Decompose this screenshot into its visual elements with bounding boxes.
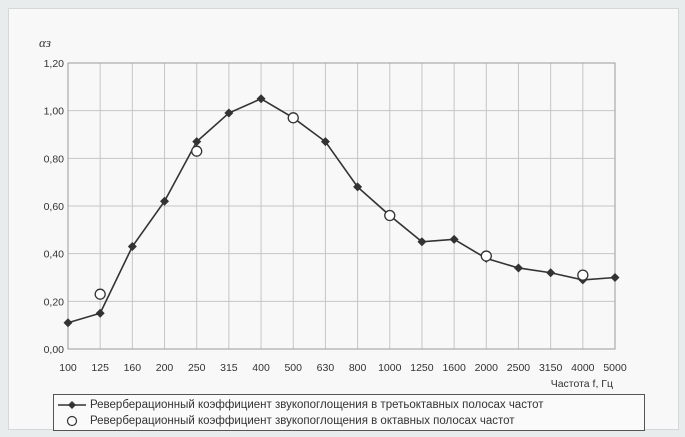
legend: Реверберационный коэффициент звукопоглощ… (53, 394, 645, 431)
point-octave (94, 288, 106, 300)
y-tick-label: 1,20 (44, 58, 65, 70)
x-tick-label: 400 (252, 362, 270, 374)
point-third-octave (63, 318, 73, 328)
point-third-octave (192, 137, 202, 147)
point-octave (287, 112, 299, 124)
series-layer (63, 94, 620, 328)
point-octave (191, 145, 203, 157)
point-octave (384, 209, 396, 222)
x-tick-label: 200 (156, 362, 174, 374)
legend-label-third-octave: Реверберационный коэффициент звукопоглощ… (90, 399, 544, 411)
x-tick-label: 250 (188, 362, 206, 374)
y-tick-labels: 0,00 0,20 0,40 0,60 0,80 1,00 1,20 (44, 58, 65, 356)
series-line-third-octave (67, 97, 616, 324)
y-tick-label: 0,40 (44, 249, 65, 261)
y-axis-title: αз (39, 35, 51, 50)
point-third-octave (610, 273, 620, 282)
point-third-octave (449, 234, 459, 244)
legend-key-diamond-line (58, 397, 86, 413)
point-third-octave (95, 308, 105, 318)
point-third-octave (546, 268, 556, 278)
grid (67, 62, 616, 350)
legend-item-third-octave: Реверберационный коэффициент звукопоглощ… (54, 397, 544, 413)
x-tick-label: 4000 (571, 362, 595, 374)
point-octave (480, 250, 492, 262)
x-tick-label: 1600 (442, 362, 466, 374)
legend-item-octave: Реверберационный коэффициент звукопоглощ… (54, 413, 515, 429)
y-tick-label: 0,80 (44, 153, 65, 165)
legend-key-circle (58, 413, 86, 429)
x-tick-label: 315 (220, 362, 238, 374)
chart-frame: 0,00 0,20 0,40 0,60 0,80 1,00 1,20 100 125 160 20… (8, 8, 679, 431)
x-tick-labels: 100 125 160 200 250 315 400 500 630 800 1000 1250 16… (59, 362, 627, 374)
point-third-octave (353, 182, 363, 192)
x-tick-label: 1250 (410, 362, 434, 374)
y-tick-label: 0,20 (44, 296, 65, 308)
point-third-octave (160, 196, 170, 206)
x-tick-label: 2500 (507, 362, 531, 374)
x-tick-label: 800 (349, 362, 367, 374)
x-tick-label: 5000 (603, 362, 627, 374)
x-tick-label: 100 (59, 362, 77, 374)
legend-label-octave: Реверберационный коэффициент звукопоглощ… (90, 415, 515, 427)
y-tick-label: 0,00 (44, 344, 65, 356)
point-octave (577, 269, 589, 281)
point-third-octave (224, 108, 234, 118)
x-tick-label: 1000 (378, 362, 402, 374)
y-tick-label: 1,00 (44, 106, 65, 118)
point-third-octave (513, 263, 523, 273)
x-tick-label: 160 (124, 362, 142, 374)
x-axis-title: Частота f, Гц (551, 378, 613, 389)
point-third-octave (256, 94, 266, 104)
x-tick-label: 630 (317, 362, 335, 374)
x-tick-label: 2000 (475, 362, 499, 374)
point-third-octave (417, 237, 427, 247)
point-third-octave (320, 137, 330, 147)
x-tick-label: 125 (91, 362, 109, 374)
chart-svg: 0,00 0,20 0,40 0,60 0,80 1,00 1,20 100 125 160 20… (39, 35, 627, 389)
x-tick-label: 3150 (539, 362, 563, 374)
y-tick-label: 0,60 (44, 201, 65, 213)
x-tick-label: 500 (284, 362, 302, 374)
plot-border (67, 62, 616, 350)
